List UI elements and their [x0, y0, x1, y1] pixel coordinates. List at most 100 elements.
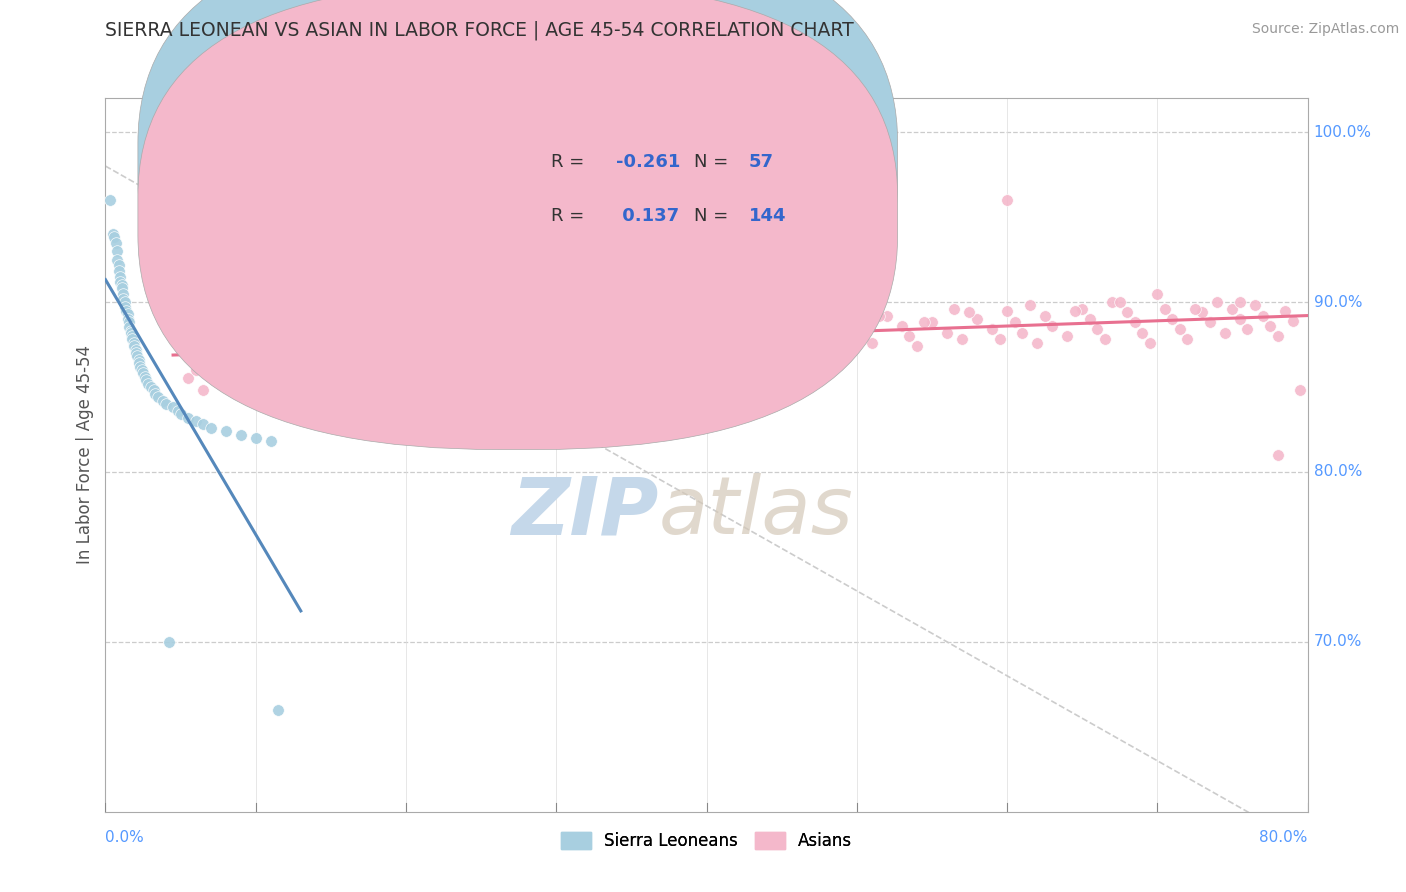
Point: [763, 341, 786, 355]
Point: [112, 292, 135, 306]
Point: [214, 359, 236, 374]
Point: [575, 335, 598, 350]
Point: [546, 343, 568, 357]
Point: [177, 410, 200, 425]
Point: [108, 264, 131, 278]
Point: [454, 326, 477, 340]
Point: [1026, 335, 1049, 350]
Point: [118, 320, 141, 334]
Point: [665, 346, 688, 360]
Point: [470, 346, 492, 360]
Point: [115, 303, 138, 318]
Point: [703, 322, 725, 336]
Point: [312, 343, 335, 357]
Point: [128, 352, 150, 367]
Point: [463, 335, 485, 350]
Point: [111, 281, 134, 295]
Point: [650, 335, 672, 350]
Point: [1094, 332, 1116, 346]
Text: atlas: atlas: [658, 473, 853, 551]
Point: [129, 359, 152, 374]
Point: [1085, 322, 1108, 336]
Point: [387, 337, 409, 351]
Point: [1199, 315, 1222, 329]
Point: [591, 346, 613, 360]
Point: [860, 335, 883, 350]
Point: [290, 359, 312, 374]
Point: [177, 371, 200, 385]
Point: [905, 339, 928, 353]
Point: [643, 309, 665, 323]
Point: [1018, 298, 1040, 312]
Point: [112, 286, 135, 301]
Point: [283, 346, 305, 360]
Point: [478, 320, 501, 334]
Point: [267, 350, 290, 364]
Point: [136, 376, 159, 391]
Point: [214, 424, 236, 438]
FancyBboxPatch shape: [138, 0, 897, 450]
Point: [898, 329, 921, 343]
Point: [1146, 286, 1168, 301]
Point: [508, 335, 530, 350]
Point: [245, 354, 267, 368]
Point: [191, 384, 214, 398]
Point: [162, 401, 184, 415]
Point: [793, 332, 815, 346]
Point: [943, 301, 966, 316]
Point: [1101, 295, 1123, 310]
Point: [1281, 314, 1303, 328]
Point: [755, 329, 778, 343]
Point: [1251, 309, 1274, 323]
Point: [135, 373, 157, 387]
Point: [981, 322, 1004, 336]
Point: [125, 350, 148, 364]
Point: [373, 350, 395, 364]
Point: [501, 354, 523, 368]
Point: [134, 369, 156, 384]
Point: [110, 269, 132, 284]
Point: [800, 343, 823, 357]
Point: [912, 315, 935, 329]
Point: [207, 371, 229, 385]
Point: [418, 343, 440, 357]
Point: [1161, 312, 1184, 326]
Point: [696, 339, 718, 353]
Point: [1191, 305, 1213, 319]
Text: 80.0%: 80.0%: [1260, 830, 1308, 845]
Point: [122, 335, 145, 350]
Text: 100.0%: 100.0%: [1313, 125, 1372, 140]
Point: [485, 332, 508, 346]
Point: [229, 346, 252, 360]
Point: [1236, 322, 1258, 336]
Point: [1153, 301, 1175, 316]
Point: [995, 303, 1018, 318]
Point: [260, 337, 283, 351]
Point: [725, 335, 748, 350]
Point: [627, 320, 650, 334]
Point: [335, 350, 357, 364]
Point: [688, 332, 710, 346]
Point: [128, 356, 150, 370]
Point: [124, 346, 146, 360]
Point: [103, 230, 125, 244]
Point: [152, 393, 174, 408]
Point: [598, 332, 620, 346]
Point: [121, 329, 143, 343]
Point: [1108, 295, 1130, 310]
Point: [297, 354, 319, 368]
Point: [1004, 315, 1026, 329]
Point: [447, 354, 470, 368]
Text: 57: 57: [748, 153, 773, 171]
FancyBboxPatch shape: [138, 0, 897, 396]
Point: [101, 227, 124, 241]
Point: [718, 326, 741, 340]
Point: [605, 320, 627, 334]
Point: [131, 363, 153, 377]
Point: [1222, 301, 1244, 316]
Point: [98, 193, 121, 207]
Point: [395, 354, 418, 368]
Point: [1206, 295, 1229, 310]
Point: [568, 326, 591, 340]
Point: [1130, 326, 1153, 340]
